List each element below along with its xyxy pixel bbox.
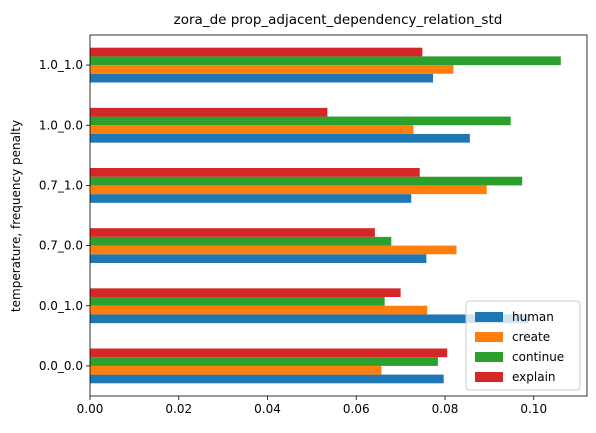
bar-continue-1.0_0.0 xyxy=(90,117,511,126)
bar-create-0.7_1.0 xyxy=(90,185,487,194)
bar-explain-0.7_1.0 xyxy=(90,168,420,177)
y-tick-label: 0.7_0.0 xyxy=(39,239,83,253)
x-tick-label: 0.00 xyxy=(77,402,104,416)
legend-swatch-explain xyxy=(475,372,503,382)
legend-label-continue: continue xyxy=(512,350,564,364)
bar-human-0.0_0.0 xyxy=(90,375,444,384)
bar-continue-0.7_1.0 xyxy=(90,177,522,186)
x-tick-label: 0.08 xyxy=(432,402,459,416)
bar-continue-1.0_1.0 xyxy=(90,56,561,65)
bar-create-0.0_1.0 xyxy=(90,306,427,315)
y-tick-label: 0.0_1.0 xyxy=(39,299,83,313)
bar-human-1.0_1.0 xyxy=(90,74,433,83)
legend-swatch-continue xyxy=(475,352,503,362)
legend-label-create: create xyxy=(512,330,550,344)
chart-title: zora_de prop_adjacent_dependency_relatio… xyxy=(174,12,503,28)
legend-label-human: human xyxy=(512,310,554,324)
x-tick-label: 0.04 xyxy=(254,402,281,416)
y-tick-label: 0.0_0.0 xyxy=(39,359,83,373)
bar-continue-0.0_0.0 xyxy=(90,357,438,366)
bar-explain-1.0_0.0 xyxy=(90,108,327,117)
legend: human create continue explain xyxy=(466,301,580,390)
x-tick-label: 0.06 xyxy=(343,402,370,416)
y-tick-label: 1.0_0.0 xyxy=(39,118,83,132)
legend-swatch-create xyxy=(475,332,503,342)
bar-create-1.0_1.0 xyxy=(90,65,453,74)
x-tick-label: 0.10 xyxy=(520,402,547,416)
bar-explain-0.7_0.0 xyxy=(90,228,375,237)
bar-explain-0.0_1.0 xyxy=(90,288,401,297)
bar-continue-0.0_1.0 xyxy=(90,297,385,306)
bar-human-1.0_0.0 xyxy=(90,134,470,143)
x-tick-label: 0.02 xyxy=(165,402,192,416)
bar-create-0.7_0.0 xyxy=(90,246,457,255)
y-tick-label: 0.7_1.0 xyxy=(39,178,83,192)
bar-explain-1.0_1.0 xyxy=(90,48,422,57)
legend-label-explain: explain xyxy=(512,370,556,384)
bar-create-0.0_0.0 xyxy=(90,366,382,375)
y-axis-label: temperature, frequency penalty xyxy=(9,120,23,312)
y-tick-label: 1.0_1.0 xyxy=(39,58,83,72)
bar-create-1.0_0.0 xyxy=(90,125,413,134)
bar-human-0.7_1.0 xyxy=(90,194,411,203)
bar-explain-0.0_0.0 xyxy=(90,349,447,358)
bar-human-0.0_1.0 xyxy=(90,314,528,323)
bar-continue-0.7_0.0 xyxy=(90,237,391,246)
legend-swatch-human xyxy=(475,312,503,322)
bar-human-0.7_0.0 xyxy=(90,254,426,263)
